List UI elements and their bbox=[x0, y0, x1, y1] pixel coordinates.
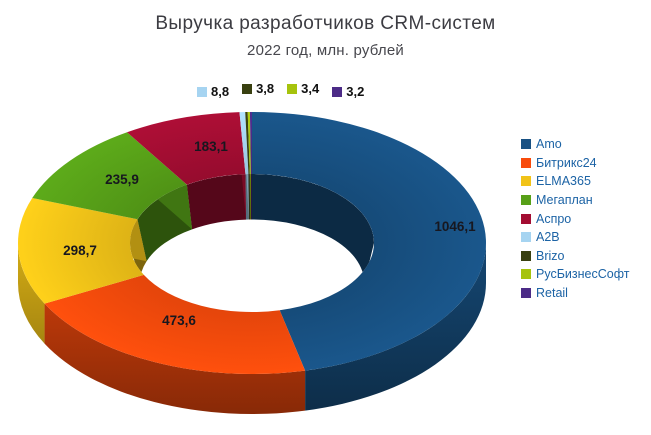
data-label-Битрикс24: 473,6 bbox=[162, 313, 196, 328]
legend-label: РусБизнесСофт bbox=[536, 267, 630, 282]
outer-wall-Amo bbox=[305, 243, 486, 411]
pie-slice-Мегаплан bbox=[32, 132, 187, 220]
pie-slice-Brizo bbox=[245, 112, 250, 175]
inner-wall-Retail bbox=[250, 174, 252, 220]
small-slice-value: 3,2 bbox=[346, 84, 365, 99]
inner-wall-Amo bbox=[252, 174, 374, 283]
small-slice-label-A2B: 8,8 bbox=[197, 84, 229, 99]
legend-label: Аспро bbox=[536, 211, 572, 226]
legend-swatch-Аспро bbox=[521, 213, 531, 224]
legend-item-Битрикс24: Битрикс24 bbox=[521, 154, 629, 173]
color-swatch-Brizo bbox=[242, 83, 253, 94]
pie-slice-Amo bbox=[252, 112, 486, 371]
outer-wall-ELMA365 bbox=[18, 243, 45, 344]
small-slice-value: 3,8 bbox=[256, 81, 275, 96]
legend-item-ELMA365: ELMA365 bbox=[521, 172, 629, 191]
legend-item-РусБизнесСофт: РусБизнесСофт bbox=[521, 265, 629, 284]
donut-top-faces bbox=[17, 112, 486, 374]
color-swatch-A2B bbox=[197, 86, 207, 97]
legend-label: Мегаплан bbox=[536, 193, 593, 208]
end-cap-Аспро bbox=[240, 174, 247, 220]
legend-label: Битрикс24 bbox=[536, 155, 597, 170]
legend-label: Brizo bbox=[536, 248, 565, 263]
legend-swatch-Amo bbox=[521, 139, 531, 150]
data-label-ELMA365: 298,7 bbox=[63, 243, 97, 258]
legend-swatch-A2B bbox=[521, 232, 531, 243]
color-swatch-Retail bbox=[332, 86, 343, 97]
legend-swatch-ELMA365 bbox=[521, 176, 531, 187]
legend-swatch-РусБизнесСофт bbox=[521, 269, 531, 280]
small-slice-label-Retail: 3,2 bbox=[332, 84, 364, 99]
small-slice-label-Brizo: 3,8 bbox=[242, 81, 274, 96]
end-cap-Brizo bbox=[247, 174, 250, 220]
small-slice-value: 8,8 bbox=[211, 84, 230, 99]
data-label-Аспро: 183,1 bbox=[194, 139, 228, 154]
pie-slice-Битрикс24 bbox=[44, 274, 306, 374]
donut-outer-walls bbox=[18, 243, 486, 414]
legend-item-Аспро: Аспро bbox=[521, 209, 629, 228]
pie-slice-Retail bbox=[249, 112, 252, 175]
legend-item-Amo: Amo bbox=[521, 135, 629, 154]
legend-swatch-Brizo bbox=[521, 250, 531, 261]
slice-data-labels: 1046,1 473,6 298,7 235,9 183,1 bbox=[63, 139, 476, 328]
legend-label: Amo bbox=[536, 137, 562, 152]
legend-swatch-Retail bbox=[521, 288, 531, 299]
legend-item-Retail: Retail bbox=[521, 284, 629, 303]
inner-wall-Аспро bbox=[186, 174, 247, 230]
pie-slice-Аспро bbox=[127, 112, 246, 185]
pie-slice-A2B bbox=[239, 112, 249, 175]
legend-item-Brizo: Brizo bbox=[521, 247, 629, 266]
chart-subtitle: 2022 год, млн. рублей bbox=[247, 42, 404, 59]
small-slice-data-labels: 8,8 3,8 3,4 3,2 bbox=[197, 81, 364, 99]
end-cap-РусБизнесСофт bbox=[250, 174, 251, 220]
legend-swatch-Мегаплан bbox=[521, 195, 531, 206]
legend-label: ELMA365 bbox=[536, 174, 591, 189]
chart-title: Выручка разработчиков CRM-систем bbox=[155, 13, 496, 34]
data-label-Мегаплан: 235,9 bbox=[105, 172, 139, 187]
legend-item-Мегаплан: Мегаплан bbox=[521, 191, 629, 210]
chart-legend: Amo Битрикс24 ELMA365 Мегаплан Аспро A2B Brizo… bbox=[521, 135, 629, 302]
data-label-Amo: 1046,1 bbox=[434, 219, 476, 234]
small-slice-value: 3,4 bbox=[301, 81, 320, 96]
outer-wall-Битрикс24 bbox=[44, 303, 306, 414]
legend-item-A2B: A2B bbox=[521, 228, 629, 247]
legend-label: Retail bbox=[536, 286, 568, 301]
legend-swatch-Битрикс24 bbox=[521, 157, 531, 168]
color-swatch-РусБизнесСофт bbox=[287, 83, 298, 94]
pie-slice-ELMA365 bbox=[17, 197, 144, 304]
legend-label: A2B bbox=[536, 230, 560, 245]
pie-slice-РусБизнесСофт bbox=[247, 112, 251, 175]
end-cap-A2B bbox=[245, 174, 249, 220]
small-slice-label-РусБизнесСофт: 3,4 bbox=[287, 81, 319, 96]
